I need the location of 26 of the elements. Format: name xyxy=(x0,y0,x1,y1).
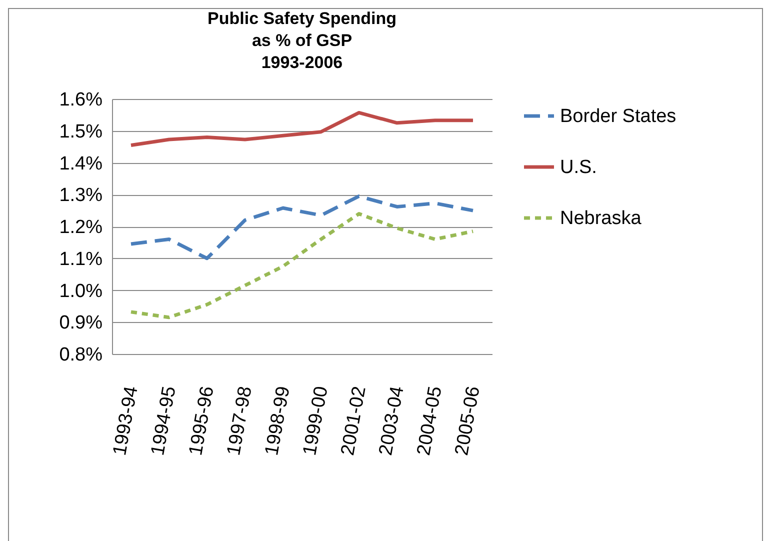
y-tick-label: 1.3% xyxy=(59,185,103,206)
x-tick-label: 1999-00 xyxy=(300,384,332,458)
x-tick-label: 2005-06 xyxy=(452,384,484,458)
x-tick-label: 2004-05 xyxy=(414,384,446,458)
y-tick-label: 1.5% xyxy=(59,121,103,142)
x-tick-label: 1994-95 xyxy=(148,384,180,458)
x-tick-label: 2003-04 xyxy=(376,384,408,458)
y-tick-label: 0.9% xyxy=(59,312,103,334)
legend-label: U.S. xyxy=(560,157,597,178)
line-series xyxy=(129,194,475,260)
x-tick-label: 2001-02 xyxy=(338,384,370,458)
legend-label: Nebraska xyxy=(560,208,642,229)
legend-label: Border States xyxy=(560,106,676,127)
x-tick-label: 1998-99 xyxy=(262,384,294,458)
y-tick-label: 1.0% xyxy=(59,280,103,302)
line-series xyxy=(129,212,475,320)
x-tick-label: 1995-96 xyxy=(186,384,218,458)
y-tick-label: 1.4% xyxy=(59,153,103,174)
x-tick-label: 1997-98 xyxy=(224,384,256,458)
y-tick-label: 1.6% xyxy=(59,90,103,110)
x-tick-label: 1993-94 xyxy=(110,384,142,458)
chart-title: Public Safety Spending as % of GSP 1993-2006 xyxy=(208,9,396,72)
y-tick-label: 1.1% xyxy=(59,248,103,270)
y-tick-label: 1.2% xyxy=(59,217,103,238)
line-series xyxy=(129,110,475,147)
y-tick-label: 0.8% xyxy=(59,344,103,366)
